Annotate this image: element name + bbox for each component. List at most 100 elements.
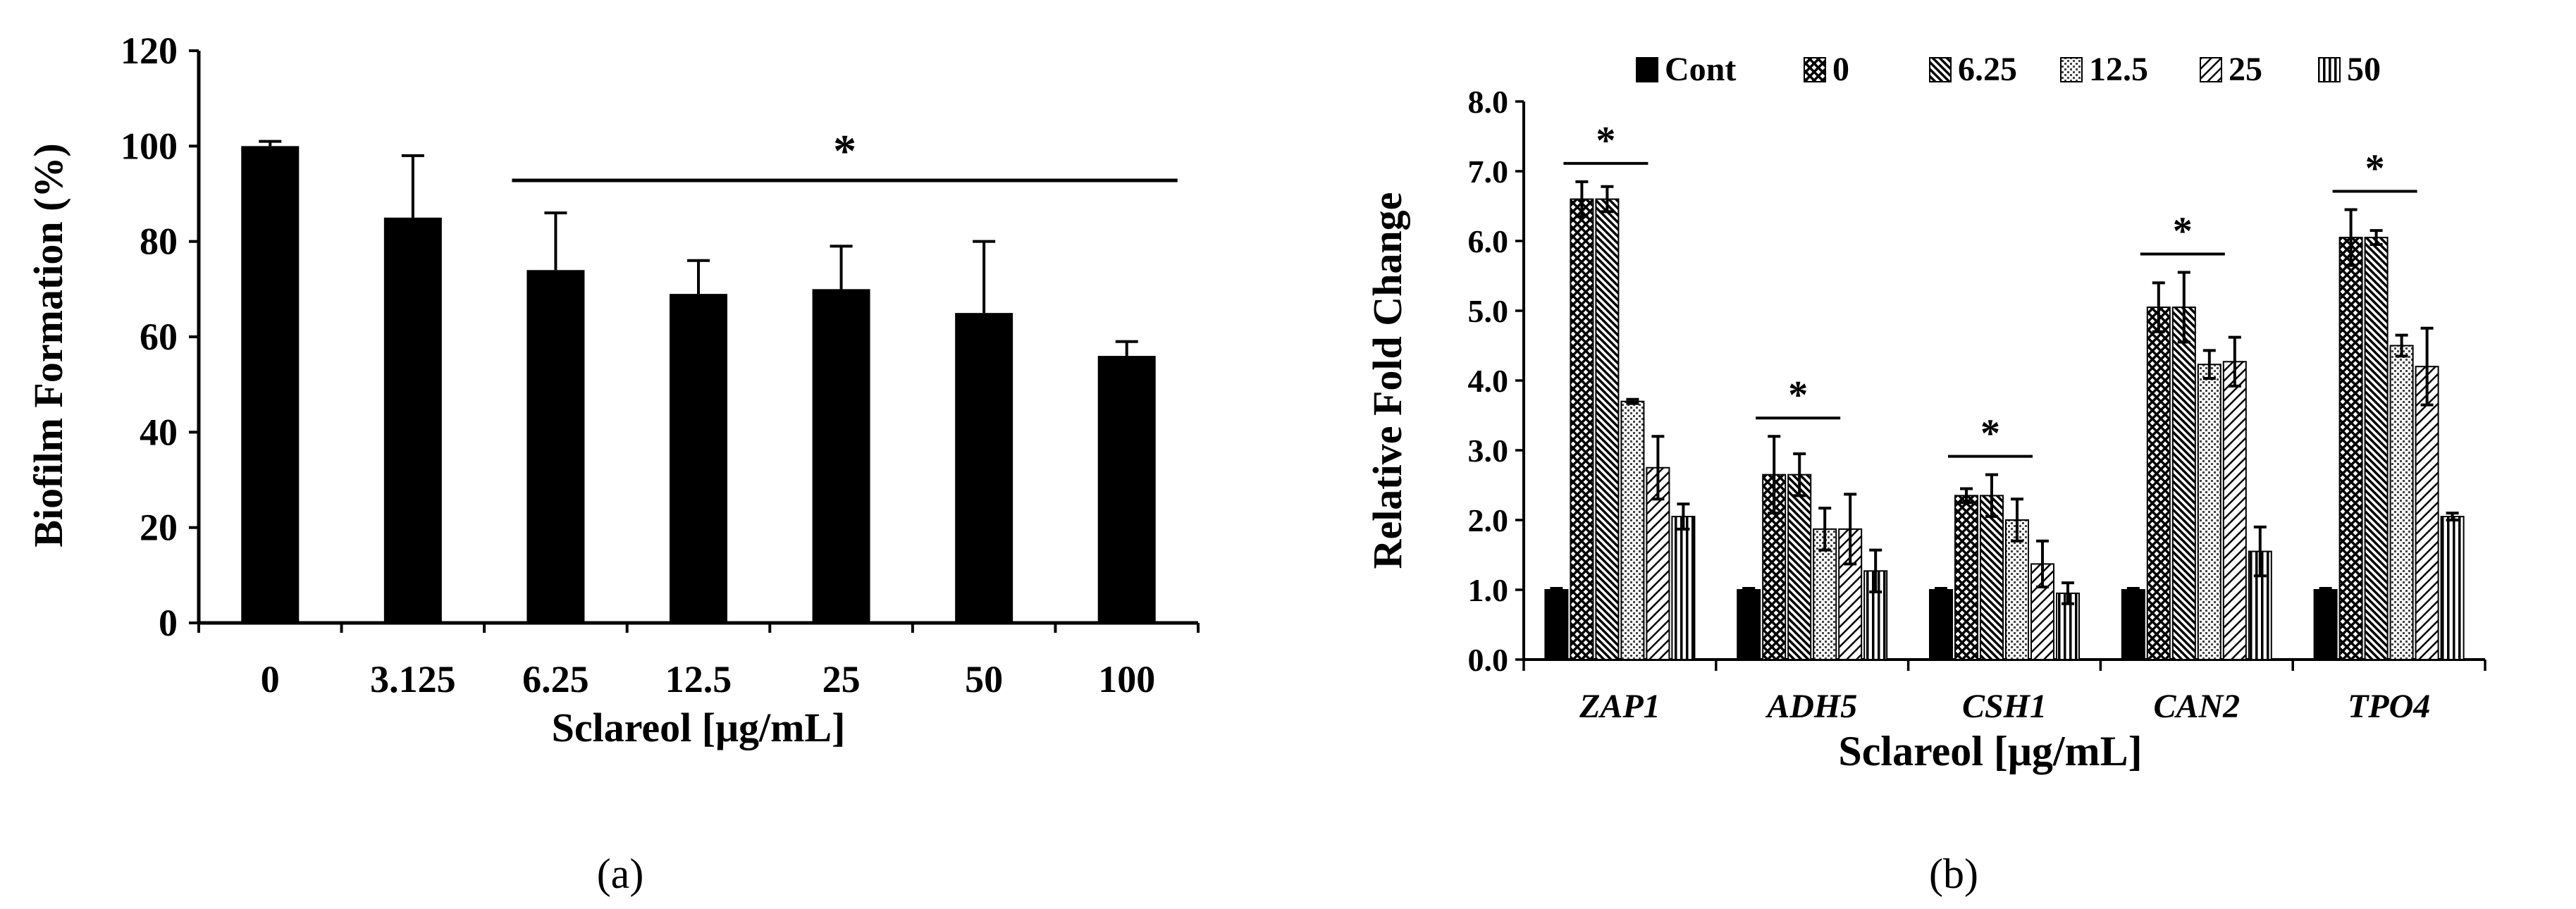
error-bar [2253,525,2267,578]
y-tick-label-a: 100 [121,125,178,167]
x-axis-label-b: Sclareol [μg/mL] [1838,728,2142,774]
panel-label-a: (a) [597,851,644,897]
error-bar [2420,326,2434,407]
legend-swatch [2200,57,2222,82]
error-bar [2202,349,2216,381]
bar [1737,589,1761,660]
bar [1620,400,1645,660]
legend-label: 25 [2229,51,2262,88]
error-bar [2395,333,2408,358]
significance-star-b: * [1980,412,2000,456]
y-tick-label-b: 2.0 [1468,502,1509,538]
x-tick-label-a: 12.5 [665,658,732,700]
bar [2313,589,2338,660]
y-axis-label-b: Relative Fold Change [1364,192,1410,569]
error-bar [1818,507,1832,552]
error-bar [1768,435,1781,515]
y-tick-label-a: 20 [140,507,178,549]
error-bar [1960,487,1973,505]
significance-star-b: * [1596,119,1615,163]
error-bar [1793,452,1806,497]
bar [1595,198,1620,661]
chart-b: 0.0 1.0 2.0 3.0 4.0 5.0 6.0 7.0 8.0 ZAP1 * ADH5 * CSH… [1364,51,2486,774]
y-tick-label-a: 60 [140,316,178,358]
x-tick-label-b: ZAP1 [1579,688,1660,725]
error-bar [1742,587,1756,593]
legend-swatch [1636,57,1658,82]
error-bar [401,154,424,218]
error-bar [1869,548,1882,593]
legend-label: 12.5 [2089,51,2148,88]
error-bar [973,240,996,314]
y-tick-label-b: 1.0 [1468,572,1509,608]
error-bar [2036,539,2049,589]
error-bar [2319,587,2332,593]
error-bar [1626,397,1639,405]
y-tick-label-b: 5.0 [1468,293,1509,329]
bar [383,217,442,623]
x-tick-label-b: TPO4 [2348,688,2430,725]
y-tick-label-b: 8.0 [1468,84,1509,120]
bar [955,313,1013,623]
error-bar [2177,271,2190,344]
x-tick-label-a: 3.125 [370,658,456,700]
error-bar [2228,335,2241,388]
error-bar [2369,229,2383,246]
y-tick-label-b: 7.0 [1468,154,1509,190]
legend-label: 0 [1832,51,1849,88]
x-axis-label-a: Sclareol [μg/mL] [552,705,846,750]
bar [2197,364,2221,660]
bar [670,294,727,623]
bar [1787,474,1812,661]
bar [812,289,870,623]
bar [2146,307,2171,660]
error-bar [830,245,853,290]
y-tick-label-a: 0 [159,602,178,644]
legend-label: 6.25 [1958,51,2017,88]
x-tick-label-a: 6.25 [522,658,589,700]
error-bar [2126,587,2140,593]
error-bar [1601,185,1614,214]
error-bar [1844,493,1857,566]
y-tick-label-a: 120 [121,30,178,72]
x-tick-label-a: 0 [261,658,280,700]
x-tick-label-a: 25 [822,658,861,700]
y-tick-label-a: 40 [140,411,178,453]
bar [2389,345,2414,660]
legend-label: 50 [2347,51,2381,88]
x-tick-label-a: 100 [1098,658,1155,700]
error-bar [2152,281,2165,333]
error-bar [2344,208,2358,267]
bar [1671,516,1696,660]
y-tick-label-b: 3.0 [1468,433,1509,469]
y-tick-label-a: 80 [140,221,178,263]
error-bar [544,211,567,271]
bar [2364,237,2389,660]
bar [1954,495,1978,660]
error-bar [1935,587,1947,593]
significance-star-a: * [833,125,856,177]
y-tick-label-b: 0.0 [1468,642,1509,678]
error-bar [687,259,710,295]
x-tick-label-b: ADH5 [1765,688,1857,725]
y-tick-label-b: 6.0 [1468,223,1509,259]
bar [2415,366,2439,660]
y-tick-label-b: 4.0 [1468,363,1509,399]
bar [1929,589,1953,660]
error-bar [2062,581,2074,605]
error-bar [1115,340,1138,357]
significance-star-b: * [2365,147,2385,190]
error-bar [2011,497,2023,543]
bar [2440,516,2465,660]
bar [526,270,585,623]
x-tick-label-a: 50 [965,658,1003,700]
bar [241,146,300,624]
bar [1570,198,1594,661]
legend-swatch [2318,57,2341,82]
bar [2338,237,2363,660]
legend-swatch [2060,57,2083,82]
error-bar [1677,502,1690,531]
bar [1097,356,1156,623]
error-bar [1985,473,1998,519]
